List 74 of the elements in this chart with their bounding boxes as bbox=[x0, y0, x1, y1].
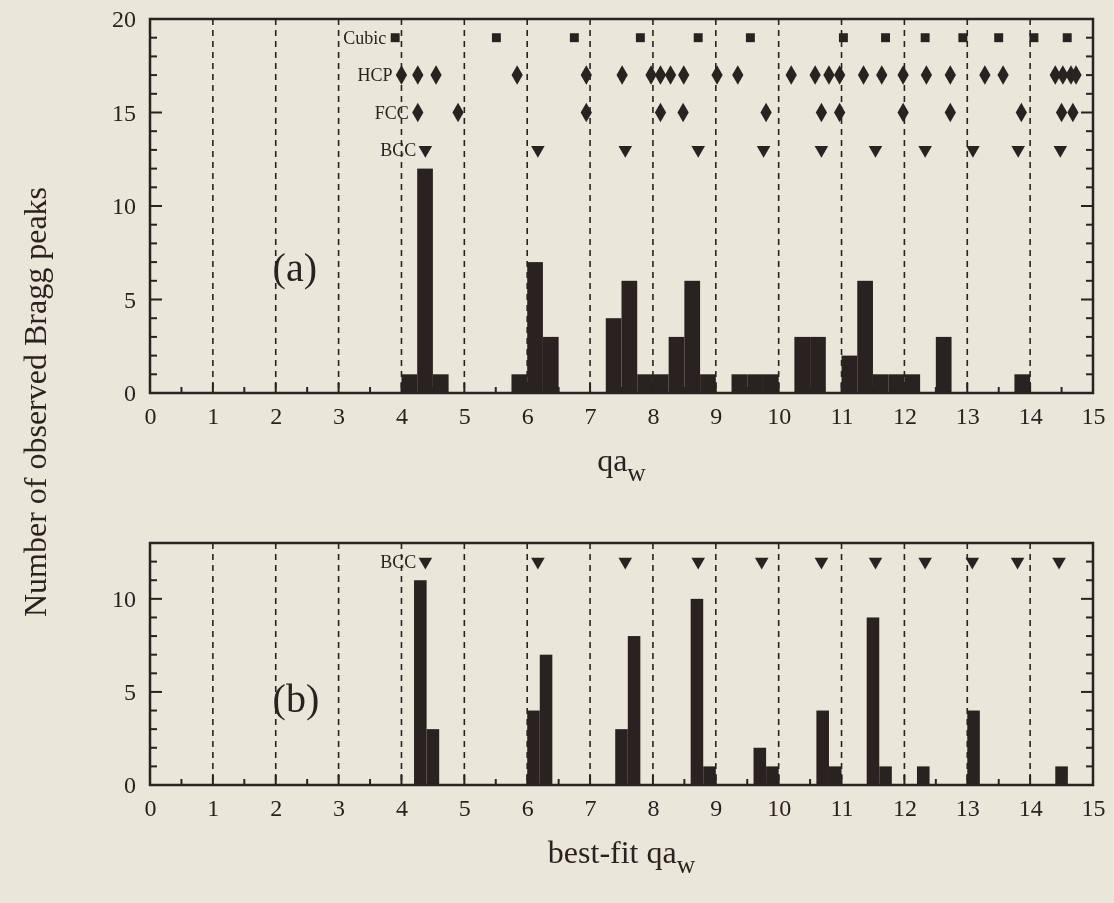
y-tick-label: 0 bbox=[124, 772, 136, 799]
y-tick-label: 10 bbox=[112, 193, 136, 220]
annotation: (a) bbox=[272, 244, 317, 290]
y-tick-label: 20 bbox=[112, 6, 136, 33]
x-tick-label: 7 bbox=[584, 795, 597, 822]
x-tick-label: 13 bbox=[955, 795, 980, 822]
point bbox=[1011, 145, 1025, 158]
x-tick-label: 4 bbox=[395, 795, 408, 822]
x-tick-label: 11 bbox=[830, 795, 854, 822]
x-tick-label: 12 bbox=[892, 403, 917, 430]
point bbox=[1053, 145, 1068, 158]
x-tick-label: 8 bbox=[647, 795, 660, 822]
point bbox=[756, 145, 771, 158]
x-axis-title: qa$_{w}$ bbox=[597, 442, 647, 488]
series-label: HCP bbox=[357, 65, 393, 86]
point bbox=[691, 145, 705, 158]
point bbox=[1062, 33, 1072, 43]
x-tick-label: 5 bbox=[458, 795, 471, 822]
x-tick-label: 9 bbox=[710, 403, 723, 430]
x-axis-title: best-fit qa$_{w}$ bbox=[547, 834, 696, 880]
y-axis-title: Number of observed Bragg peaks bbox=[17, 186, 53, 618]
x-tick-label: 0 bbox=[144, 403, 157, 430]
point bbox=[994, 33, 1004, 43]
x-tick-label: 6 bbox=[521, 403, 534, 430]
series-label: FCC bbox=[374, 102, 409, 123]
y-tick-label: 0 bbox=[124, 380, 136, 407]
point bbox=[418, 145, 433, 158]
point bbox=[868, 145, 883, 158]
point bbox=[569, 33, 579, 43]
x-tick-label: 4 bbox=[395, 403, 408, 430]
point bbox=[958, 33, 968, 43]
point bbox=[745, 33, 755, 43]
x-tick-label: 6 bbox=[521, 795, 534, 822]
point bbox=[1029, 33, 1039, 43]
x-tick-label: 3 bbox=[333, 403, 346, 430]
point bbox=[618, 145, 633, 158]
point bbox=[918, 145, 932, 158]
x-tick-label: 2 bbox=[270, 403, 283, 430]
y-tick-label: 5 bbox=[124, 679, 136, 706]
x-tick-label: 1 bbox=[207, 403, 220, 430]
x-tick-label: 0 bbox=[144, 795, 157, 822]
x-tick-label: 11 bbox=[830, 403, 854, 430]
point bbox=[491, 33, 501, 43]
point bbox=[814, 145, 829, 158]
x-tick-label: 14 bbox=[1018, 795, 1043, 822]
point bbox=[693, 33, 703, 43]
series-label: BCC bbox=[380, 551, 417, 572]
point bbox=[390, 33, 400, 43]
x-tick-label: 9 bbox=[710, 795, 723, 822]
x-tick-label: 10 bbox=[767, 403, 792, 430]
x-tick-label: 2 bbox=[270, 795, 283, 822]
point bbox=[635, 33, 645, 43]
x-tick-label: 1 bbox=[207, 795, 220, 822]
x-tick-label: 15 bbox=[1081, 795, 1106, 822]
point bbox=[531, 145, 545, 158]
x-tick-label: 3 bbox=[333, 795, 346, 822]
series-label: BCC bbox=[380, 140, 417, 161]
x-tick-label: 8 bbox=[647, 403, 660, 430]
point bbox=[838, 33, 848, 43]
x-tick-label: 7 bbox=[584, 403, 597, 430]
y-tick-label: 5 bbox=[124, 286, 136, 313]
x-tick-label: 10 bbox=[767, 795, 792, 822]
point bbox=[881, 33, 891, 43]
x-tick-label: 15 bbox=[1081, 403, 1106, 430]
series-label: Cubic bbox=[343, 28, 387, 48]
point bbox=[920, 33, 930, 43]
y-tick-label: 15 bbox=[112, 99, 136, 126]
y-tick-label: 10 bbox=[112, 586, 136, 613]
point bbox=[966, 145, 980, 158]
x-tick-label: 12 bbox=[892, 795, 917, 822]
x-tick-label: 14 bbox=[1018, 403, 1043, 430]
annotation: (b) bbox=[272, 676, 320, 722]
x-tick-label: 13 bbox=[955, 403, 980, 430]
x-tick-label: 5 bbox=[458, 403, 471, 430]
